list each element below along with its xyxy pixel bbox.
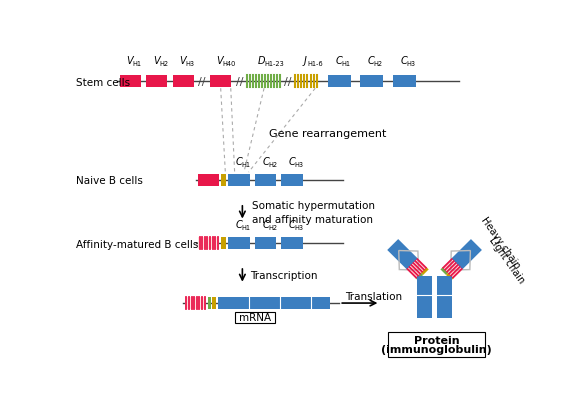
Bar [120,75,141,87]
Bar [228,174,250,186]
Text: H3: H3 [295,225,304,231]
Bar [228,237,250,249]
Bar [172,75,194,87]
Text: Naive B cells: Naive B cells [76,176,143,186]
Text: H1: H1 [341,61,350,67]
Bar [437,276,453,319]
Bar [446,273,454,280]
Bar [146,75,167,87]
Bar [210,75,231,87]
Text: Protein: Protein [413,336,459,346]
Bar [443,259,462,278]
Bar [451,239,482,270]
Bar [407,259,427,278]
Text: H1-23: H1-23 [264,61,284,67]
Bar [221,237,226,249]
Text: J: J [304,56,306,66]
Text: C: C [235,157,242,167]
Bar [388,333,485,357]
Text: C: C [335,56,342,66]
Text: Gene rearrangement: Gene rearrangement [269,129,386,139]
Bar [281,237,303,249]
Text: (immunoglobulin): (immunoglobulin) [381,345,492,355]
Text: V: V [217,56,223,66]
Text: Heavy chain: Heavy chain [479,215,522,271]
Text: H1-6: H1-6 [308,61,324,67]
Text: H2: H2 [374,61,383,67]
Bar [255,174,277,186]
Bar [416,273,423,280]
Text: H3: H3 [407,61,415,67]
Text: //: // [283,77,291,87]
Bar [387,239,418,270]
Text: H2: H2 [269,225,278,231]
Bar [198,237,219,249]
Bar [281,174,303,186]
Bar [421,267,429,275]
Bar [235,312,275,323]
Text: H3: H3 [185,61,194,67]
Text: Stem cells: Stem cells [76,78,130,88]
Text: V: V [153,56,160,66]
Bar [221,174,226,186]
Text: mRNA: mRNA [239,313,271,323]
Text: //: // [198,77,206,87]
Text: Somatic hypermutation
and affinity maturation: Somatic hypermutation and affinity matur… [252,202,375,224]
Text: H2: H2 [269,162,278,168]
Bar [255,237,277,249]
Text: C: C [262,157,269,167]
Text: H40: H40 [223,61,236,67]
Bar [212,297,216,309]
Text: Light chain: Light chain [487,236,527,286]
Text: V: V [179,56,186,66]
Bar [217,297,330,309]
Text: H1: H1 [242,225,250,231]
Text: Affinity-matured B cells: Affinity-matured B cells [76,239,198,250]
Text: Transcription: Transcription [250,271,317,281]
Text: D: D [258,56,266,66]
Text: Translation: Translation [344,292,402,302]
Text: C: C [235,220,242,230]
Bar [185,297,206,309]
Text: C: C [289,220,296,230]
Bar [328,75,351,87]
Text: V: V [126,56,133,66]
Bar [198,174,219,186]
Text: H2: H2 [159,61,168,67]
Bar [208,297,212,309]
Bar [360,75,384,87]
Text: //: // [236,77,243,87]
Text: H1: H1 [242,162,250,168]
Bar [417,276,432,319]
Bar [393,75,416,87]
Text: C: C [400,56,407,66]
Text: H3: H3 [295,162,304,168]
Text: H1: H1 [133,61,141,67]
Text: C: C [289,157,296,167]
Text: C: C [262,220,269,230]
Text: C: C [367,56,374,66]
Bar [440,267,448,275]
